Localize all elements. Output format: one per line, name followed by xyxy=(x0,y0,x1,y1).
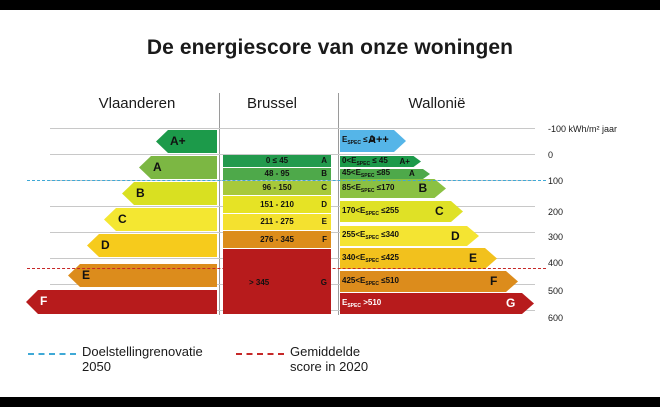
brussel-range-label: 276 - 345 xyxy=(260,234,294,244)
vlaanderen-class-label: F xyxy=(40,294,48,308)
brussel-range-label: 0 ≤ 45 xyxy=(265,156,289,165)
brussel-class-letter: G xyxy=(320,278,327,287)
legend-average-swatch xyxy=(236,353,284,355)
wallonie-range-label: 255<ESPEC ≤340 xyxy=(342,230,399,241)
brussel-range-label: 151 - 210 xyxy=(260,199,294,209)
wallonie-class-letter: A+ xyxy=(399,156,410,166)
brussel-class-letter: B xyxy=(321,169,327,178)
wallonie-class-letter: D xyxy=(451,228,460,243)
wallonie-class-letter: C xyxy=(435,204,444,219)
scale-unit-label: -100 kWh/m² jaar xyxy=(548,124,618,134)
brussel-class-box: 96 - 150 C xyxy=(223,181,331,195)
wallonie-class-arrow-D xyxy=(340,226,479,246)
wallonie-class-letter: A++ xyxy=(368,134,389,147)
wallonie-class-arrow-F xyxy=(340,271,518,292)
wallonie-class-letter: F xyxy=(490,274,498,289)
wallonie-range-label: 0<ESPEC ≤ 45 xyxy=(342,155,388,167)
gridline xyxy=(50,128,535,129)
vlaanderen-class-arrow-C xyxy=(104,208,217,231)
wallonie-range-label: 45<ESPEC ≤85 xyxy=(342,168,391,179)
region-header-wallonie: Wallonië xyxy=(408,95,466,112)
brussel-class-letter: C xyxy=(321,183,327,192)
wallonie-range-label: 425<ESPEC ≤510 xyxy=(342,275,399,287)
brussel-class-box: 276 - 345 F xyxy=(223,231,331,248)
top-letterbox-bar xyxy=(0,0,660,10)
region-header-vlaanderen: Vlaanderen xyxy=(98,95,176,112)
wallonie-class-arrow-E xyxy=(340,248,497,269)
brussel-class-letter: F xyxy=(322,234,327,244)
column-divider-right xyxy=(338,93,339,315)
wallonie-class-letter: E xyxy=(469,251,478,266)
chart-title: De energiescore van onze woningen xyxy=(146,36,514,59)
brussel-range-label: > 345 xyxy=(249,278,270,287)
gridline xyxy=(50,154,535,155)
scale-tick-label: 0 xyxy=(548,150,554,160)
wallonie-class-letter: G xyxy=(506,296,516,311)
vlaanderen-class-arrow-F xyxy=(26,290,217,314)
bottom-letterbox-bar xyxy=(0,397,660,407)
scale-tick-label: 100 xyxy=(548,176,564,186)
brussel-class-letter: E xyxy=(321,217,327,226)
brussel-class-box: > 345 G xyxy=(223,249,331,314)
wallonie-range-label: 85<ESPEC ≤170 xyxy=(342,182,395,194)
brussel-class-letter: A xyxy=(321,156,327,165)
legend-target-label: Doelstellingrenovatie 2050 xyxy=(82,344,203,374)
brussel-class-box: 211 - 275 E xyxy=(223,214,331,230)
brussel-class-box: 151 - 210 D xyxy=(223,196,331,213)
target-2050-line xyxy=(27,180,546,181)
wallonie-class-letter: B xyxy=(418,181,428,196)
column-divider-left xyxy=(219,93,220,315)
legend-average-label: Gemiddelde score in 2020 xyxy=(290,344,369,374)
wallonie-class-arrow-B xyxy=(340,179,446,198)
vlaanderen-class-arrow-E xyxy=(68,264,217,287)
brussel-class-letter: D xyxy=(321,199,327,209)
wallonie-range-label: 340<ESPEC ≤425 xyxy=(342,252,399,264)
scale-tick-label: 300 xyxy=(548,232,564,242)
vlaanderen-class-label: B xyxy=(136,185,145,200)
region-header-brussel: Brussel xyxy=(246,95,298,112)
brussel-range-label: 211 - 275 xyxy=(260,217,294,226)
scale-tick-label: 200 xyxy=(548,207,564,217)
brussel-class-box: 48 - 95 B xyxy=(223,168,331,180)
vlaanderen-class-arrow-A xyxy=(139,156,217,179)
brussel-range-label: 96 - 150 xyxy=(262,183,292,192)
wallonie-range-label: ESPEC ≤ D xyxy=(342,135,376,146)
vlaanderen-class-label: D xyxy=(101,237,110,252)
scale-tick-label: 400 xyxy=(548,258,564,268)
scale-tick-label: 600 xyxy=(548,313,564,323)
vlaanderen-class-arrow-A+ xyxy=(156,130,217,153)
wallonie-class-arrow-A++ xyxy=(340,130,406,152)
vlaanderen-class-arrow-D xyxy=(87,234,217,257)
wallonie-range-label: 170<ESPEC ≤255 xyxy=(342,205,399,217)
wallonie-class-arrow-A xyxy=(340,169,430,179)
wallonie-class-arrow-G xyxy=(340,293,534,314)
wallonie-class-arrow-C xyxy=(340,201,463,222)
vlaanderen-class-label: A xyxy=(153,159,162,174)
wallonie-range-label: ESPEC >510 xyxy=(342,297,382,309)
vlaanderen-class-label: A+ xyxy=(170,133,186,148)
brussel-range-label: 48 - 95 xyxy=(264,169,290,178)
vlaanderen-class-label: E xyxy=(82,267,91,282)
wallonie-class-arrow-A+ xyxy=(340,156,421,167)
vlaanderen-class-arrow-B xyxy=(122,182,217,205)
brussel-class-box: 0 ≤ 45 A xyxy=(223,155,331,167)
scale-tick-label: 500 xyxy=(548,286,564,296)
wallonie-class-letter: A xyxy=(409,169,415,179)
vlaanderen-class-label: C xyxy=(118,211,127,226)
legend-target-swatch xyxy=(28,353,76,355)
